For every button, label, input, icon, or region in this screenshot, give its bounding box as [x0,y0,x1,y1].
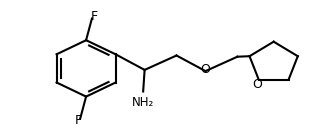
Text: NH₂: NH₂ [132,95,154,109]
Text: O: O [201,63,210,76]
Text: O: O [252,78,262,91]
Text: F: F [90,10,97,23]
Text: F: F [75,114,82,127]
